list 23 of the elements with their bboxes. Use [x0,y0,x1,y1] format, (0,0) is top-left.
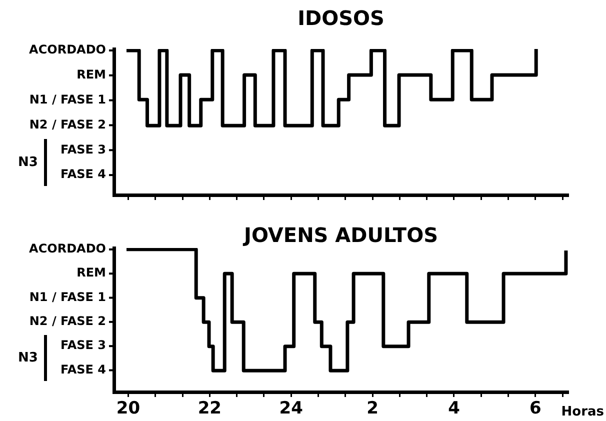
chart-title: IDOSOS [298,6,384,30]
chart-title: JOVENS ADULTOS [242,223,438,248]
x-tick-label: 22 [198,398,222,419]
text: FASE 4 [60,362,106,376]
text: N2 / FASE 2 [29,117,106,132]
text: N1 / FASE 1 [29,290,106,304]
x-tick-label: 4 [448,398,460,419]
text: FASE 3 [60,338,106,352]
text: FASE 3 [60,142,106,156]
text: ACORDADO [29,42,106,57]
text: REM [76,266,106,280]
text: N3 [18,154,38,170]
text: FASE 4 [60,167,106,182]
text: REM [76,67,106,82]
text: ACORDADO [29,242,106,256]
x-tick-label: 20 [116,398,140,419]
x-axis-title: Horas [561,404,604,420]
x-tick-label: 2 [366,398,378,419]
x-tick-label: 6 [530,398,542,419]
x-tick-label: 24 [279,398,304,419]
text: N1 / FASE 1 [29,92,106,106]
text: N2 / FASE 2 [29,314,106,328]
text: N3 [18,350,38,366]
